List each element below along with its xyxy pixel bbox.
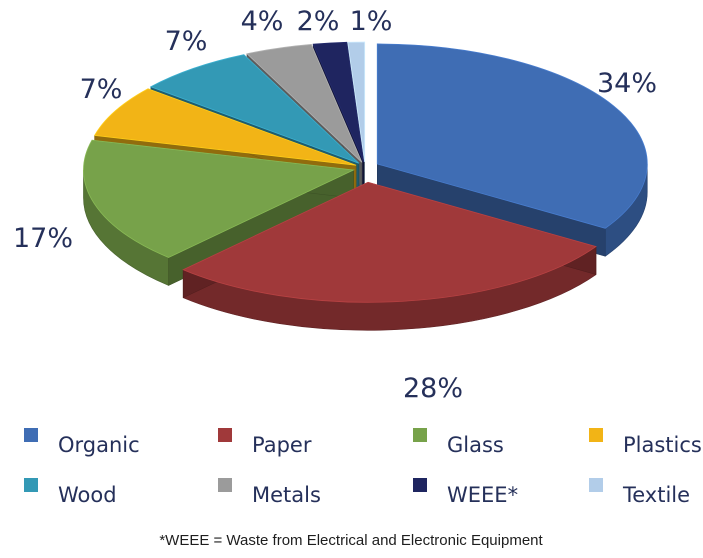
legend-label-organic: Organic — [58, 433, 140, 457]
legend-label-paper: Paper — [252, 433, 312, 457]
pie-slice-tops — [83, 41, 648, 303]
legend-item-textile: Textile — [589, 478, 690, 507]
pie-slice-textile — [347, 41, 366, 163]
legend-swatch-paper — [218, 428, 232, 442]
legend-label-wood: Wood — [58, 483, 117, 507]
data-label-metals: 4% — [241, 6, 284, 37]
legend-swatch-glass — [413, 428, 427, 442]
pie-slice-wood — [149, 54, 360, 164]
legend-item-paper: Paper — [218, 428, 312, 457]
data-label-paper: 28% — [403, 373, 463, 404]
legend-label-plastics: Plastics — [623, 433, 702, 457]
chart-legend: Organic Paper Glass Plastics Wood Metals WEEE*… — [24, 428, 702, 507]
pie-data-labels: 34% 28% 17% 7% 7% 4% 2% 1% — [13, 6, 657, 404]
pie-slice-metals — [246, 43, 363, 163]
legend-swatch-textile — [589, 478, 603, 492]
legend-item-plastics: Plastics — [589, 428, 702, 457]
data-label-weee: 2% — [297, 6, 340, 37]
data-label-wood: 7% — [165, 26, 208, 57]
data-label-glass: 17% — [13, 223, 73, 254]
legend-swatch-weee — [413, 478, 427, 492]
chart-footnote: *WEEE = Waste from Electrical and Electr… — [159, 532, 543, 549]
legend-label-glass: Glass — [447, 433, 504, 457]
data-label-textile: 1% — [350, 6, 393, 37]
legend-item-glass: Glass — [413, 428, 504, 457]
legend-item-wood: Wood — [24, 478, 117, 507]
legend-item-weee: WEEE* — [413, 478, 518, 507]
data-label-organic: 34% — [597, 68, 657, 99]
legend-swatch-organic — [24, 428, 38, 442]
legend-item-metals: Metals — [218, 478, 321, 507]
legend-swatch-metals — [218, 478, 232, 492]
pie-slice-paper — [182, 181, 597, 303]
data-label-plastics: 7% — [80, 74, 123, 105]
pie-slice-plastics — [93, 88, 357, 166]
pie-slice-organic — [376, 43, 648, 229]
legend-swatch-wood — [24, 478, 38, 492]
legend-label-metals: Metals — [252, 483, 321, 507]
pie-slices — [83, 41, 648, 331]
legend-label-textile: Textile — [622, 483, 690, 507]
legend-item-organic: Organic — [24, 428, 140, 457]
legend-swatch-plastics — [589, 428, 603, 442]
legend-label-weee: WEEE* — [447, 483, 518, 507]
pie-slice-glass — [83, 139, 355, 258]
pie-slice-weee — [312, 41, 365, 163]
